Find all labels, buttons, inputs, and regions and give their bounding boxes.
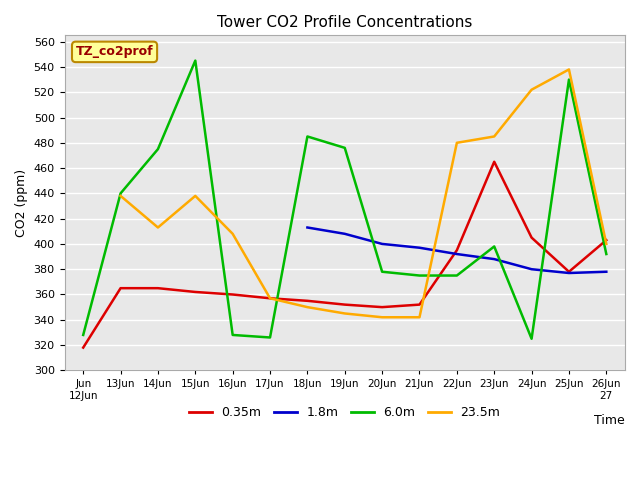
Text: Time: Time (595, 414, 625, 427)
Text: TZ_co2prof: TZ_co2prof (76, 46, 154, 59)
Y-axis label: CO2 (ppm): CO2 (ppm) (15, 169, 28, 237)
Legend: 0.35m, 1.8m, 6.0m, 23.5m: 0.35m, 1.8m, 6.0m, 23.5m (184, 401, 506, 424)
Title: Tower CO2 Profile Concentrations: Tower CO2 Profile Concentrations (217, 15, 472, 30)
